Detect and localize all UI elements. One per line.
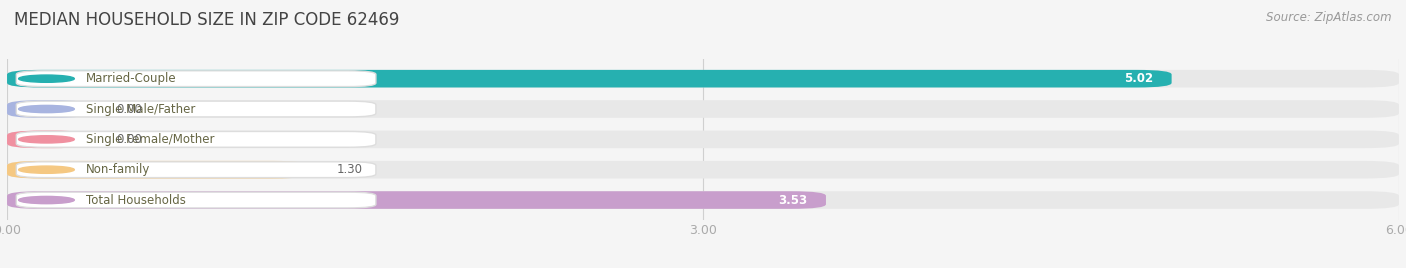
Text: 3.53: 3.53 <box>779 193 807 207</box>
Text: 0.00: 0.00 <box>117 133 142 146</box>
Text: 1.30: 1.30 <box>336 163 363 176</box>
FancyBboxPatch shape <box>7 131 89 148</box>
Text: 5.02: 5.02 <box>1123 72 1153 85</box>
Text: Single Female/Mother: Single Female/Mother <box>86 133 214 146</box>
FancyBboxPatch shape <box>7 100 1399 118</box>
Text: Total Households: Total Households <box>86 193 186 207</box>
FancyBboxPatch shape <box>17 162 375 178</box>
Circle shape <box>18 75 75 82</box>
FancyBboxPatch shape <box>17 132 375 147</box>
FancyBboxPatch shape <box>7 191 1399 209</box>
Circle shape <box>18 196 75 204</box>
FancyBboxPatch shape <box>17 71 375 87</box>
Circle shape <box>18 105 75 113</box>
FancyBboxPatch shape <box>7 161 309 178</box>
FancyBboxPatch shape <box>7 161 1399 178</box>
Text: Single Male/Father: Single Male/Father <box>86 103 195 116</box>
FancyBboxPatch shape <box>7 191 825 209</box>
Text: Married-Couple: Married-Couple <box>86 72 177 85</box>
FancyBboxPatch shape <box>17 101 375 117</box>
Circle shape <box>18 136 75 143</box>
Circle shape <box>18 166 75 173</box>
Text: Source: ZipAtlas.com: Source: ZipAtlas.com <box>1267 11 1392 24</box>
FancyBboxPatch shape <box>7 131 1399 148</box>
FancyBboxPatch shape <box>7 70 1399 87</box>
FancyBboxPatch shape <box>17 192 375 208</box>
Text: MEDIAN HOUSEHOLD SIZE IN ZIP CODE 62469: MEDIAN HOUSEHOLD SIZE IN ZIP CODE 62469 <box>14 11 399 29</box>
FancyBboxPatch shape <box>7 70 1171 87</box>
Text: 0.00: 0.00 <box>117 103 142 116</box>
FancyBboxPatch shape <box>7 100 89 118</box>
Text: Non-family: Non-family <box>86 163 150 176</box>
